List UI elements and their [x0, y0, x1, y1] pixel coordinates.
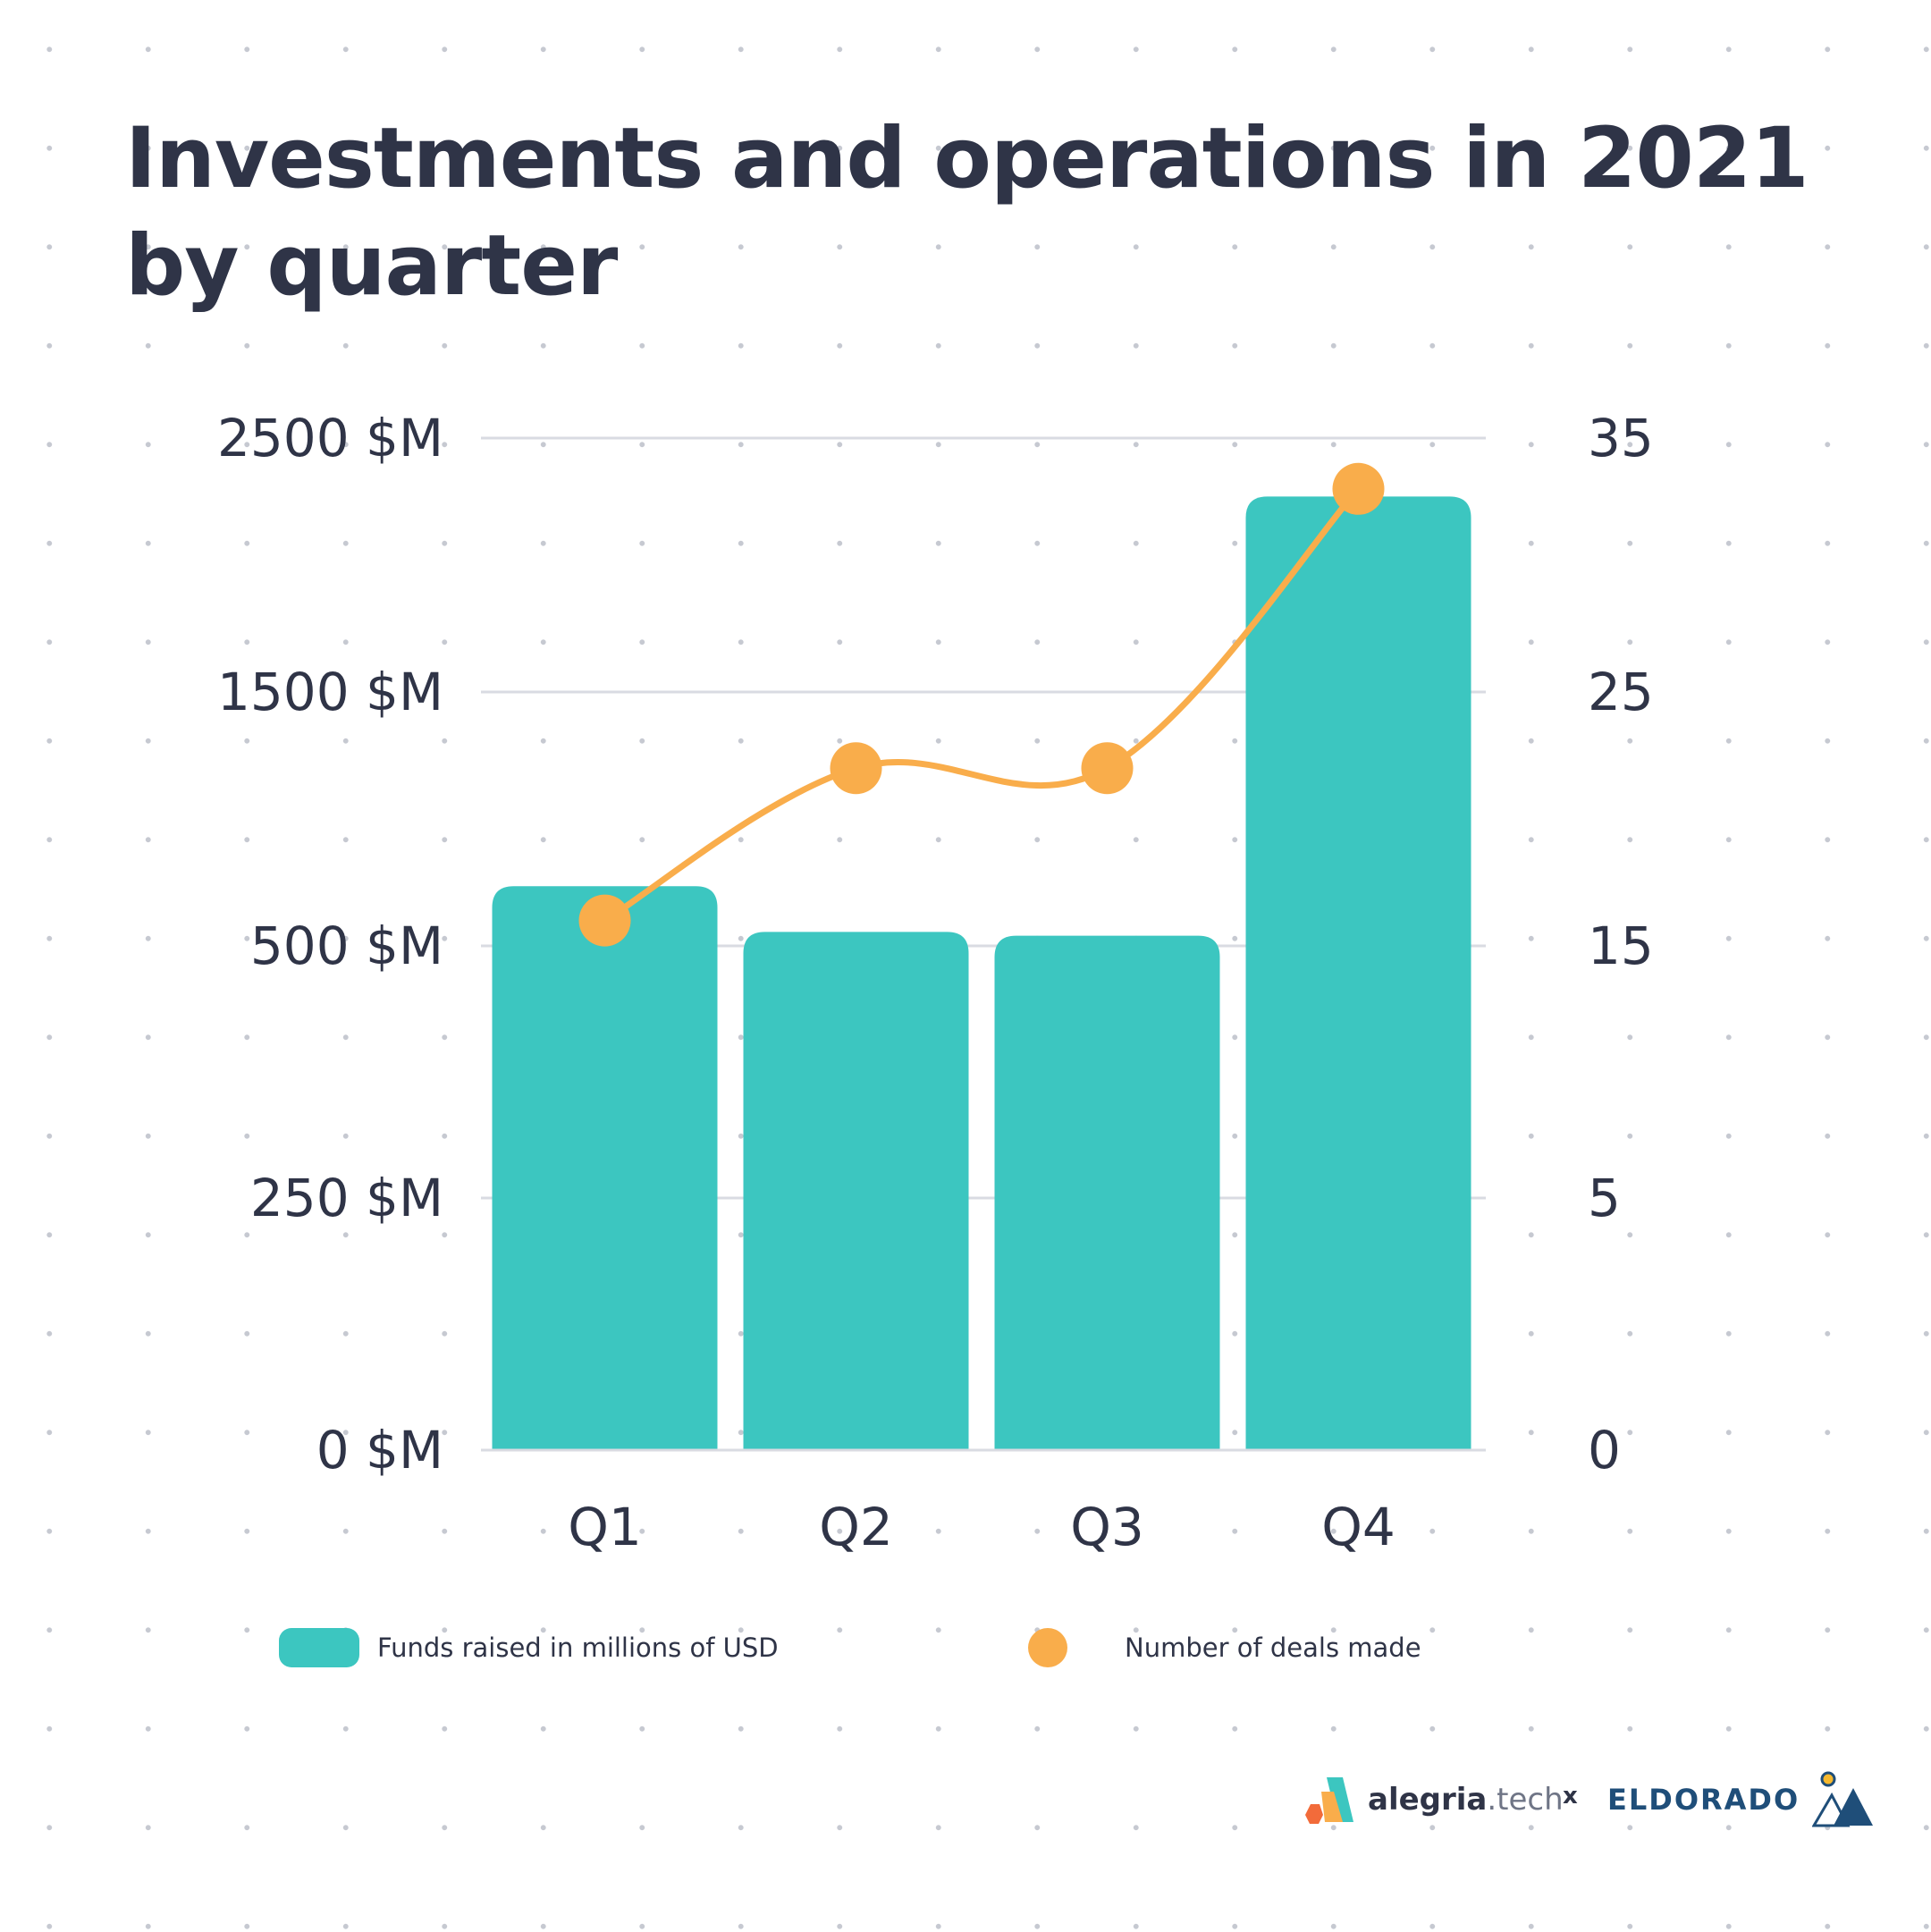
legend-swatch-funds — [279, 1628, 359, 1667]
right-axis-tick-label: 35 — [1588, 408, 1654, 468]
chart-area: 0 $M 250 $M 500 $M 1500 $M 2500 $M 0 5 15 25 35 Q1… — [217, 408, 1654, 1557]
legend-label-funds: Funds raised in millions of USD — [377, 1632, 779, 1663]
legend-swatch-deals — [1028, 1628, 1067, 1667]
alegria-icon — [1305, 1777, 1353, 1824]
right-axis-tick-label: 25 — [1588, 662, 1654, 722]
eldorado-logo: ELDORADO — [1607, 1768, 1875, 1831]
x-axis-tick-label: Q4 — [1321, 1497, 1396, 1557]
left-axis-tick-label: 250 $M — [250, 1168, 443, 1228]
x-axis-tick-label: Q2 — [819, 1497, 893, 1557]
brand-separator: x — [1563, 1783, 1578, 1810]
x-axis-tick-label: Q1 — [568, 1497, 642, 1557]
right-axis-tick-label: 5 — [1588, 1168, 1621, 1228]
right-axis-tick-label: 0 — [1588, 1420, 1621, 1481]
bar-q2 — [743, 932, 969, 1450]
deals-point-q1 — [578, 894, 631, 947]
left-axis-tick-label: 2500 $M — [217, 408, 443, 468]
left-axis-tick-label: 1500 $M — [217, 662, 443, 722]
deals-point-q3 — [1081, 742, 1134, 795]
legend-item-deals: Number of deals made — [1028, 1625, 1421, 1670]
right-axis-tick-label: 15 — [1588, 915, 1654, 976]
deals-point-q4 — [1332, 462, 1385, 515]
bar-q1 — [492, 886, 718, 1450]
deals-point-q2 — [830, 742, 882, 795]
chart-title: Investments and operations in 2021 by qu… — [125, 110, 1809, 315]
legend-item-funds: Funds raised in millions of USD — [279, 1625, 779, 1670]
legend-label-deals: Number of deals made — [1125, 1632, 1421, 1663]
bar-q3 — [994, 935, 1220, 1450]
left-axis-tick-label: 0 $M — [316, 1420, 443, 1481]
left-axis-tick-label: 500 $M — [250, 915, 443, 976]
alegria-wordmark: alegria.tech — [1368, 1782, 1564, 1818]
x-axis-tick-label: Q3 — [1070, 1497, 1144, 1557]
eldorado-wordmark: ELDORADO — [1607, 1783, 1800, 1817]
deals-line — [602, 485, 1362, 924]
bar-q4 — [1245, 496, 1471, 1450]
alegria-logo: alegria.tech — [1303, 1768, 1564, 1831]
mountain-icon — [1812, 1771, 1874, 1827]
